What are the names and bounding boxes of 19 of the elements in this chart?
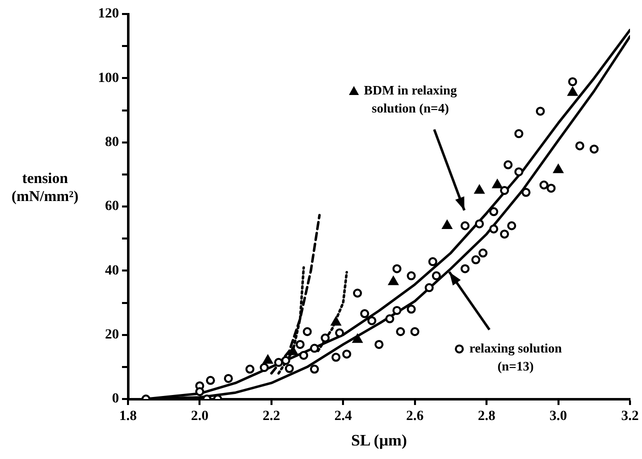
y-tick-label: 40 [105,263,119,278]
x-axis-title: SL (µm) [351,432,407,450]
y-tick-label: 100 [98,70,119,86]
legend-label: BDM in relaxing solution (n=4) [364,82,458,116]
y-axis-title: tension (mN/mm²) [10,170,80,206]
x-tick-label: 2.4 [334,409,352,424]
x-tick-label: 2.0 [190,409,208,424]
x-tick-label: 2.8 [478,409,496,424]
y-tick-label: 60 [105,199,119,214]
x-tick-label: 2.6 [406,409,424,424]
x-tick-label: 1.8 [119,409,137,424]
legend-label: relaxing solution (n=13) [469,340,563,374]
y-tick-label: 20 [105,327,119,342]
y-tick-label: 0 [112,392,119,407]
y-tick-label: 120 [98,6,119,22]
x-tick-label: 3.2 [621,409,639,424]
x-tick-label: 2.2 [262,409,280,424]
y-tick-label: 80 [105,134,119,150]
x-tick-label: 3.0 [550,409,568,424]
